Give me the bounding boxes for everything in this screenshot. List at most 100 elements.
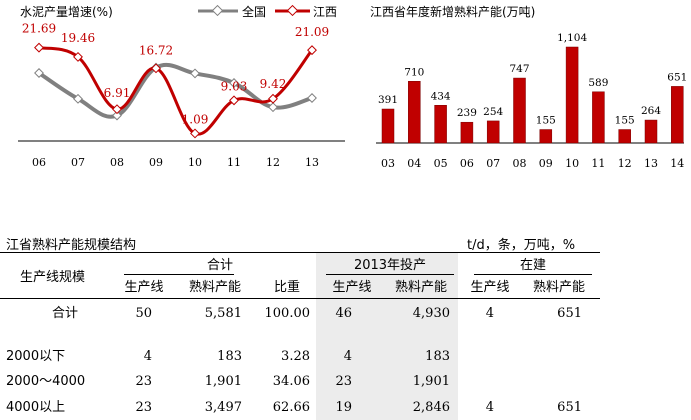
cell-lines-2013: 19 xyxy=(335,400,352,415)
line-chart-plot: 06 07 08 09 10 11 12 13 21.69 19.46 6.91 16.72 1.09 9… xyxy=(22,22,329,169)
bar-value-label: 391 xyxy=(378,94,398,106)
data-label: 21.69 xyxy=(22,22,56,36)
bar xyxy=(381,108,395,144)
cell-lines: 23 xyxy=(135,374,152,389)
series-point xyxy=(229,78,239,88)
bar-value-label: 155 xyxy=(536,115,556,127)
series-point xyxy=(268,102,278,113)
x-tick-label: 14 xyxy=(670,157,684,170)
series-point xyxy=(34,68,44,78)
data-label: 19.46 xyxy=(61,31,95,45)
series-point xyxy=(112,104,122,115)
line-chart-legend: 全国 江西 xyxy=(198,4,337,19)
cell-capacity: 3,497 xyxy=(204,400,242,415)
cell-capacity: 183 xyxy=(217,349,242,364)
bar-value-label: 264 xyxy=(641,105,661,117)
bar xyxy=(486,120,500,144)
subheader-capacity: 熟料产能 xyxy=(188,280,241,295)
cell-capacity-building: 651 xyxy=(557,306,582,321)
group-header-total: 合计 xyxy=(206,258,233,273)
bar xyxy=(671,86,684,144)
cell-ratio: 34.06 xyxy=(272,374,310,389)
series-point xyxy=(268,93,278,104)
bar xyxy=(408,81,421,144)
bar-value-label: 747 xyxy=(509,63,529,75)
data-label: 9.42 xyxy=(260,77,287,91)
capacity-structure-table: 江省熟料产能规模结构 t/d，条，万吨，% 生产线规模 合计 2013年投产 在… xyxy=(0,228,691,420)
series-line xyxy=(38,46,314,136)
bar-value-label: 254 xyxy=(483,106,503,118)
x-tick-label: 11 xyxy=(227,156,241,169)
cell-ratio: 100.00 xyxy=(264,306,311,321)
cell-capacity-2013: 4,930 xyxy=(412,306,450,321)
cell-lines-2013: 46 xyxy=(335,306,352,321)
series-line xyxy=(37,62,313,119)
x-tick-label: 05 xyxy=(434,157,448,170)
subheader-capacity-building: 熟料产能 xyxy=(532,280,585,295)
bar xyxy=(592,91,605,144)
data-label: 21.09 xyxy=(295,25,329,39)
table-title: 江省熟料产能规模结构 xyxy=(6,238,137,253)
bar-value-label: 710 xyxy=(404,66,424,78)
line-chart-title: 水泥产量增速(%) xyxy=(20,5,113,19)
cell-capacity-2013: 1,901 xyxy=(412,374,450,389)
series-point xyxy=(34,42,44,53)
cell-capacity: 1,901 xyxy=(204,374,242,389)
x-tick-label: 08 xyxy=(110,156,124,169)
x-tick-label: 07 xyxy=(486,157,500,170)
series-point xyxy=(112,110,122,121)
subheader-ratio: 比重 xyxy=(273,280,300,295)
bar xyxy=(513,77,526,144)
subheader-capacity-2013: 熟料产能 xyxy=(394,280,447,295)
x-tick-label: 13 xyxy=(644,157,658,170)
legend-marker-jiangxi xyxy=(286,4,299,17)
jiangxi-new-capacity-bar-chart: 江西省年度新增熟料产能(万吨) 391 03 710 04 434 05 239 06 254 0… xyxy=(370,4,687,170)
cell-capacity: 5,581 xyxy=(204,306,242,321)
bar-value-label: 651 xyxy=(667,71,687,83)
rule-building-group xyxy=(474,274,592,275)
bar-value-label: 1,104 xyxy=(557,32,587,44)
series-point xyxy=(190,128,200,139)
x-tick-label: 07 xyxy=(71,156,85,169)
subheader-lines-building: 生产线 xyxy=(470,280,510,295)
bar xyxy=(434,105,447,144)
cell-lines-building: 4 xyxy=(485,306,494,321)
x-tick-label: 08 xyxy=(513,157,527,170)
bar xyxy=(565,46,579,144)
bar xyxy=(539,129,553,144)
row-label: 合计 xyxy=(51,306,78,321)
x-tick-label: 13 xyxy=(305,156,319,169)
row-label: 2000以下 xyxy=(6,349,66,364)
series-point xyxy=(151,63,161,74)
x-tick-label: 09 xyxy=(149,156,163,169)
subheader-lines: 生产线 xyxy=(124,280,164,295)
group-header-2013: 2013年投产 xyxy=(353,258,427,273)
cell-lines: 50 xyxy=(135,306,152,321)
series-point xyxy=(73,93,83,104)
cell-capacity-2013: 2,846 xyxy=(412,400,450,415)
x-tick-label: 06 xyxy=(32,156,46,169)
table-top-rule xyxy=(0,252,600,253)
rule-total-group xyxy=(124,274,234,275)
x-tick-label: 04 xyxy=(407,157,421,170)
subheader-lines-2013: 生产线 xyxy=(332,280,372,295)
cell-lines-building: 4 xyxy=(485,400,494,415)
cell-lines-2013: 4 xyxy=(343,349,352,364)
legend-label-jiangxi: 江西 xyxy=(313,5,337,19)
bar xyxy=(644,119,658,144)
bar-chart-title: 江西省年度新增熟料产能(万吨) xyxy=(370,4,535,19)
x-tick-label: 12 xyxy=(266,156,280,169)
legend-label-national: 全国 xyxy=(242,4,266,19)
row-label: 2000～4000 xyxy=(6,374,86,389)
data-label: 1.09 xyxy=(182,112,209,126)
x-tick-label: 11 xyxy=(591,157,605,170)
series-point xyxy=(73,51,83,62)
table-header-rule xyxy=(0,298,600,299)
group-header-building: 在建 xyxy=(519,258,546,273)
cell-lines-2013: 23 xyxy=(335,374,352,389)
x-tick-label: 03 xyxy=(381,157,395,170)
row-header-label: 生产线规模 xyxy=(20,270,86,285)
x-tick-label: 10 xyxy=(188,156,202,169)
legend-marker-national xyxy=(211,4,224,17)
bar-value-label: 434 xyxy=(431,90,451,102)
